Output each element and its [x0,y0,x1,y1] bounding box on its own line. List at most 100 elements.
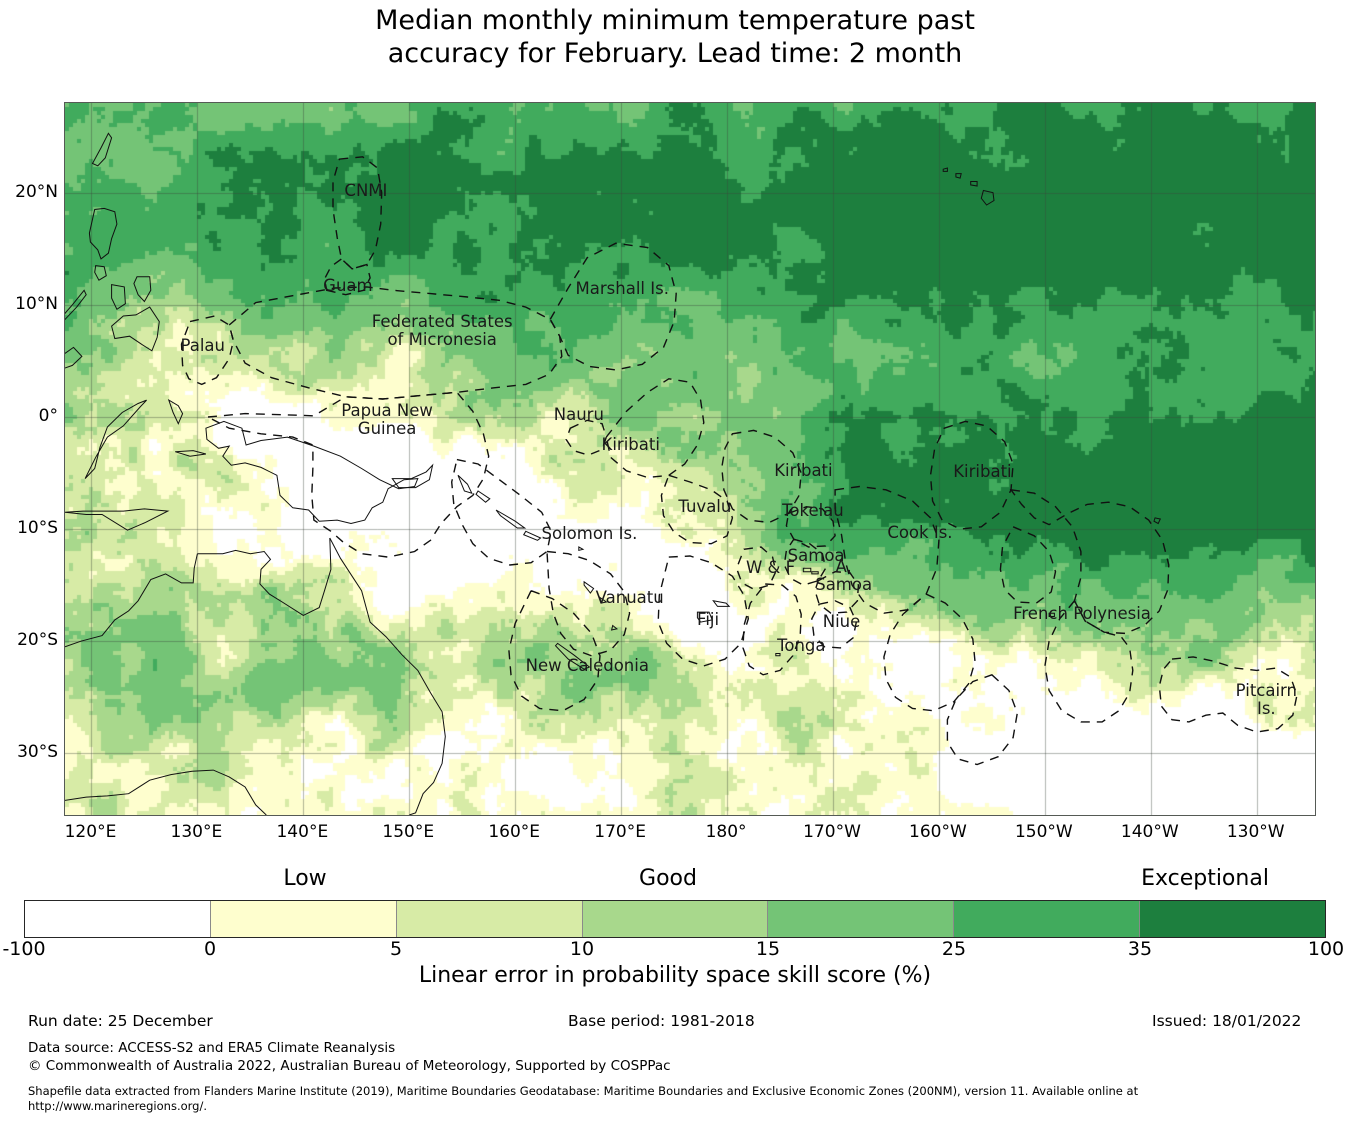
eez-wf [735,546,777,591]
coast-vanuatu3 [610,624,619,631]
colorbar-segment-5 [953,901,1140,937]
coast-newbritain [391,463,434,489]
eez-fsm [228,286,563,400]
coast-panay-negros [111,284,126,311]
issued-date: Issued: 18/01/2022 [1152,1012,1302,1030]
source-block: Data source: ACCESS-S2 and ERA5 Climate … [28,1039,1328,1075]
page-title: Median monthly minimum temperature past … [375,5,975,69]
coast-bougainville [457,474,473,495]
eez-niue [811,600,858,649]
coast-solomon1 [475,490,491,503]
coast-australia-w [65,553,198,648]
y-tick-4: 20°S [17,630,58,651]
coast-newcaledonia [554,642,591,670]
coast-hawaii-kauai [942,167,948,172]
coast-tonga-tongatapu [775,653,781,657]
y-tick-1: 10°N [15,293,58,314]
colorbar-tick-6: 35 [1127,938,1153,960]
eez-palau [180,315,235,386]
colorbar-quality-exceptional: Exceptional [1141,866,1269,891]
eez-guam [323,257,371,296]
coast-halmahera [167,398,184,425]
data-source: Data source: ACCESS-S2 and ERA5 Climate … [28,1040,396,1056]
y-tick-2: 0° [38,405,58,426]
x-tick-7: 170°W [803,822,861,842]
y-tick-3: 10°S [17,518,58,539]
coast-australia-s [65,769,267,815]
run-date: Run date: 25 December [28,1012,213,1030]
coast-luzon [88,207,118,260]
coast-borneo-ne [65,346,83,369]
eez-frpoly-n [1009,488,1170,635]
coast-vanuatu1 [583,580,595,594]
coast-santacruz [578,546,585,552]
x-tick-8: 160°W [909,822,967,842]
coast-solomon3 [522,530,542,541]
y-tick-5: 30°S [17,742,58,763]
colorbar-tick-1: 0 [203,938,217,960]
eez-cooks [834,485,940,614]
colorbar-tick-3: 10 [569,938,595,960]
eez-nauru [565,419,608,456]
eez-solomon [450,458,552,566]
eez-tuvalu [660,474,734,545]
x-tick-10: 140°W [1120,822,1179,842]
coast-australia-ne [329,537,446,815]
eez-newcaledonia [508,589,601,712]
colorbar-tick-7: 100 [1307,938,1345,960]
eez-asamoa [814,570,860,614]
metadata-row: Run date: 25 December Base period: 1981-… [0,1012,1350,1036]
copyright: © Commonwealth of Australia 2022, Austra… [28,1058,671,1074]
eez-tonga [742,583,802,676]
coast-samoa-savaii [802,567,812,573]
colorbar-segment-6 [1139,901,1326,937]
coast-sulawesi [84,399,147,479]
coast-nguinea [205,420,419,525]
eez-kiribati-line [929,420,1014,530]
colorbar-segment-1 [209,901,396,937]
shapefile-note: Shapefile data extracted from Flanders M… [28,1084,1139,1113]
x-tick-2: 140°E [276,822,329,842]
x-tick-11: 130°W [1226,822,1285,842]
eez-tokelau [785,505,836,548]
eez-frpoly-w [883,593,976,712]
coast-mindoro [94,265,107,281]
eez-kiribati-line-s [999,525,1057,604]
base-period: Base period: 1981-2018 [568,1012,755,1030]
map-boundaries-overlay [65,132,1298,815]
coast-java-timor [65,508,170,531]
coast-samar-leyte [133,276,152,303]
colorbar-tick-4: 15 [755,938,781,960]
coast-marquesas [1153,517,1162,525]
coast-tahiti [1048,612,1055,617]
colorbar-tick-0: -100 [2,938,46,960]
colorbar-tick-5: 25 [941,938,967,960]
coast-fiji-vanualevu [712,600,731,607]
coast-taiwan [91,132,113,167]
colorbar-quality-good: Good [639,866,697,891]
map-panel[interactable] [64,102,1316,816]
eez-frpoly-s [1044,599,1134,723]
colorbar-segment-3 [581,901,768,937]
eez-pitcairn [1158,656,1298,733]
coast-fiji-vitilevu [696,611,713,623]
x-tick-6: 180° [705,822,747,842]
eez-kiribati-w [605,378,705,479]
colorbar[interactable] [24,900,1326,938]
colorbar-axis-label: Linear error in probability space skill … [418,963,932,988]
eez-cnmi [332,156,383,270]
colorbar-quality-low: Low [283,866,327,891]
coast-hawaii-big [980,189,995,206]
coast-australia-n [197,537,332,616]
coast-hawaii-maui [970,181,978,187]
colorbar-segment-4 [767,901,954,937]
eez-samoa [783,538,827,586]
x-tick-3: 150°E [382,822,435,842]
colorbar-segment-2 [395,901,582,937]
x-tick-0: 120°E [64,822,117,842]
colorbar-qualitative-labels: Low Good Exceptional [0,866,1350,894]
coast-seram [175,450,207,457]
coast-vanuatu2 [599,596,608,604]
x-tick-9: 150°W [1014,822,1073,842]
skill-score-heatmap [65,103,1315,815]
